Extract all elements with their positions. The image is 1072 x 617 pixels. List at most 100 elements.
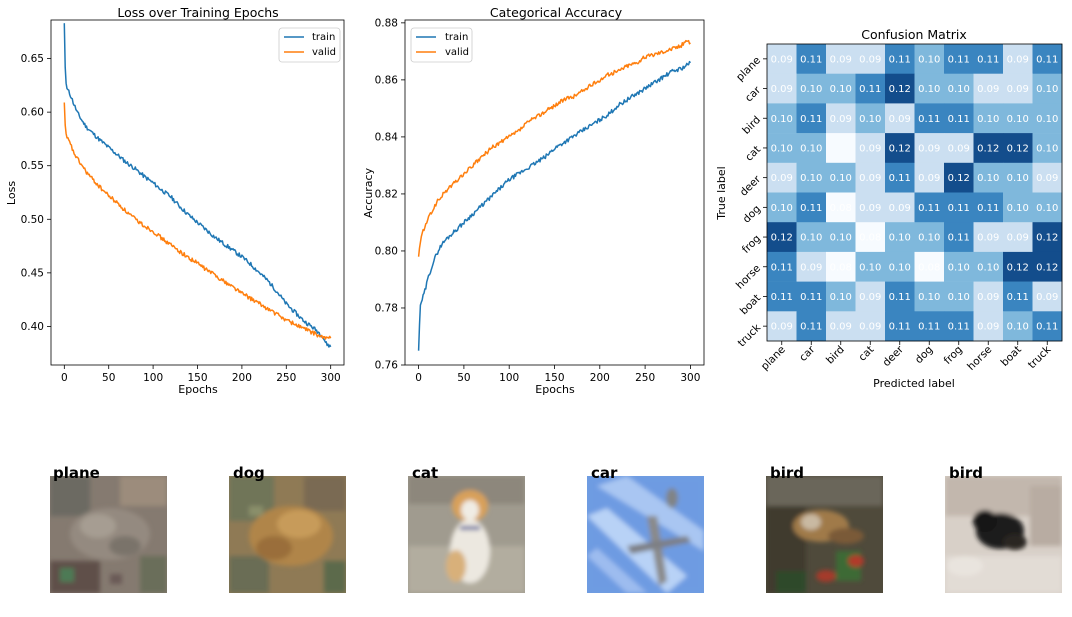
confusion-matrix-cell-value: 0.09 (889, 203, 911, 214)
confusion-matrix-cell-value: 0.12 (1007, 262, 1029, 273)
confusion-matrix-cell (914, 73, 945, 104)
confusion-matrix-cell (767, 73, 797, 104)
loss-x-tick-label: 50 (102, 372, 115, 384)
confusion-matrix-cell (944, 73, 974, 104)
confusion-matrix-cell-value: 0.10 (859, 114, 881, 125)
confusion-matrix-cell-value: 0.09 (859, 173, 881, 184)
accuracy-train-line (417, 60, 691, 351)
confusion-matrix-cell (885, 44, 915, 74)
confusion-matrix-cell (796, 44, 827, 74)
confusion-matrix-cell-value: 0.10 (1007, 114, 1029, 125)
confusion-matrix-cell-value: 0.10 (830, 233, 852, 244)
accuracy-valid-line (417, 39, 691, 257)
sample-label-1: plane (53, 464, 100, 482)
loss-y-tick-label: 0.55 (21, 160, 44, 172)
confusion-matrix-cell-value: 0.11 (918, 322, 940, 333)
confusion-matrix-cell (885, 192, 915, 223)
confusion-matrix-cell (885, 251, 915, 282)
confusion-matrix-cell (796, 73, 827, 104)
confusion-matrix-cell (796, 133, 827, 164)
confusion-matrix-cell-value: 0.11 (1036, 322, 1058, 333)
confusion-matrix-cell (1003, 251, 1033, 282)
confusion-matrix-cell-value: 0.09 (771, 173, 793, 184)
accuracy-y-tick-label: 0.86 (375, 74, 399, 86)
confusion-matrix-x-tick-label: frog (942, 344, 965, 367)
confusion-matrix-cell-value: 0.11 (889, 54, 911, 65)
confusion-matrix-cell-value: 0.12 (1036, 233, 1058, 244)
confusion-matrix-x-tick-label: dog (913, 344, 935, 366)
confusion-matrix-cell-value: 0.09 (1007, 54, 1029, 65)
confusion-matrix-cell-value: 0.11 (948, 114, 970, 125)
confusion-matrix-cell (914, 222, 945, 253)
confusion-matrix-cell-value: 0.12 (948, 173, 970, 184)
confusion-matrix-cell-value: 0.09 (859, 54, 881, 65)
confusion-matrix-cell-value: 0.10 (948, 84, 970, 95)
accuracy-x-tick-label: 250 (635, 372, 655, 384)
confusion-matrix-cell-value: 0.10 (918, 84, 940, 95)
confusion-matrix-cell (855, 281, 886, 312)
loss-x-tick-label: 0 (61, 372, 68, 384)
confusion-matrix-x-tick-label: truck (1026, 343, 1054, 371)
confusion-matrix-x-tick-label: plane (759, 344, 788, 373)
confusion-matrix-cell-value: 0.10 (889, 262, 911, 273)
sample-label-5: bird (770, 464, 804, 482)
accuracy-x-label: Epochs (535, 383, 575, 396)
loss-y-tick-label: 0.65 (21, 53, 44, 65)
loss-x-tick-label: 300 (321, 372, 341, 384)
confusion-matrix-cell-value: 0.10 (859, 262, 881, 273)
confusion-matrix-cell (855, 251, 886, 282)
airplane-thumbnail (587, 476, 704, 593)
accuracy-y-tick-label: 0.88 (375, 17, 398, 29)
confusion-matrix-cell-value: 0.11 (918, 203, 940, 214)
confusion-matrix-cell-value: 0.10 (1036, 203, 1058, 214)
confusion-matrix-cell-value: 0.09 (977, 322, 999, 333)
confusion-matrix-cell (796, 192, 827, 223)
confusion-matrix-cell-value: 0.11 (977, 54, 999, 65)
confusion-matrix-cell (973, 192, 1004, 223)
confusion-matrix-cell-value: 0.11 (948, 322, 970, 333)
confusion-matrix-cell-value: 0.08 (918, 262, 940, 273)
confusion-matrix-x-tick-label: car (797, 343, 818, 364)
confusion-matrix-cell (973, 281, 1004, 312)
confusion-matrix-cell-value: 0.09 (1036, 292, 1058, 303)
loss-x-tick-label: 250 (276, 372, 296, 384)
confusion-matrix-cell (885, 311, 915, 342)
confusion-matrix-cell-value: 0.10 (918, 54, 940, 65)
confusion-matrix-cell-value: 0.09 (977, 233, 999, 244)
accuracy-y-tick-label: 0.84 (375, 131, 399, 143)
confusion-matrix-y-tick-label: cat (743, 144, 763, 164)
confusion-matrix-cell-value: 0.11 (800, 322, 822, 333)
confusion-matrix-cell (885, 162, 915, 193)
confusion-matrix-cell (1003, 192, 1033, 223)
confusion-matrix-cell (1032, 251, 1063, 282)
confusion-matrix-cell-value: 0.10 (800, 173, 822, 184)
accuracy-y-label: Accuracy (362, 167, 375, 218)
confusion-matrix-x-tick-label: cat (856, 344, 876, 364)
confusion-matrix-cell-value: 0.11 (771, 262, 793, 273)
confusion-matrix-cell (944, 311, 974, 342)
loss-legend: train valid (278, 27, 341, 63)
accuracy-y-tick-label: 0.76 (375, 360, 399, 372)
confusion-matrix-cell (1032, 44, 1063, 74)
loss-y-tick-label: 0.50 (21, 214, 44, 226)
accuracy-axes-frame (404, 19, 705, 366)
confusion-matrix-cell (973, 311, 1004, 342)
confusion-matrix-cell-value: 0.11 (771, 292, 793, 303)
confusion-matrix-cell (826, 311, 856, 342)
confusion-matrix-x-tick-label: deer (880, 343, 906, 369)
loss-chart: Loss over Training Epochs 0 50 100 150 200 25… (5, 5, 345, 396)
confusion-matrix-cell-value: 0.09 (830, 114, 852, 125)
accuracy-plot-area (417, 39, 691, 351)
confusion-matrix-cell-value: 0.09 (948, 143, 970, 154)
confusion-matrix-cell (885, 73, 915, 104)
confusion-matrix-cell-value: 0.10 (918, 292, 940, 303)
confusion-matrix-cell-value: 0.08 (830, 262, 852, 273)
confusion-matrix-cell-value: 0.12 (889, 143, 911, 154)
confusion-matrix-cell-value: 0.10 (830, 84, 852, 95)
confusion-matrix-cell (1032, 162, 1063, 193)
loss-x-tick-label: 150 (187, 372, 207, 384)
accuracy-x-tick-label: 0 (415, 372, 422, 384)
confusion-matrix-y-tick-label: horse (734, 262, 763, 291)
confusion-matrix-y-tick-label: bird (740, 114, 763, 137)
loss-x-tick-label: 200 (232, 372, 252, 384)
